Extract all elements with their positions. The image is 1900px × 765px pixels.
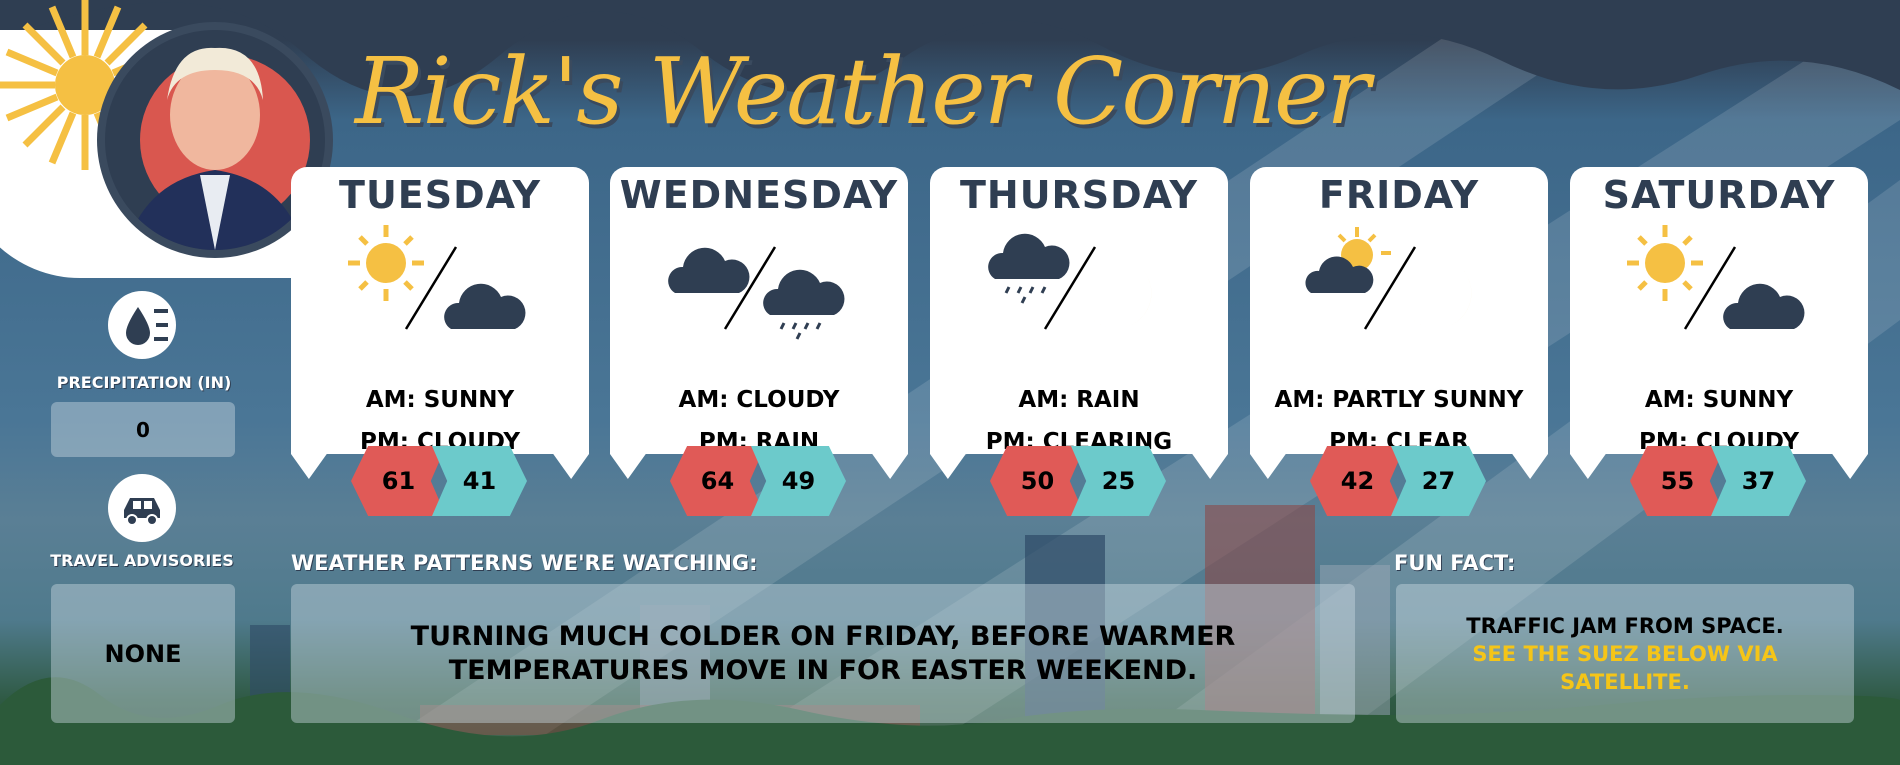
cloud-icon <box>668 247 750 293</box>
divider-slash <box>1043 246 1097 330</box>
forecast-card-saturday: SATURDAY AM: SUNNY PM: CLOUDY <box>1570 167 1868 479</box>
day-name: FRIDAY <box>1318 173 1480 217</box>
low-temp: 37 <box>1711 446 1806 516</box>
sun-icon <box>348 225 424 301</box>
fun-fact-box: TRAFFIC JAM FROM SPACE. SEE THE SUEZ BEL… <box>1396 584 1854 723</box>
precipitation-icon <box>108 291 176 359</box>
temperature-badge: 61 41 <box>351 446 527 516</box>
forecast-card-wednesday: WEDNESDAY AM: CLOUDY PM: RAIN <box>610 167 908 479</box>
city-skyline-background <box>0 505 1900 765</box>
avatar <box>97 22 333 258</box>
low-temp: 25 <box>1071 446 1166 516</box>
forecast-card-tuesday: TUESDAY AM: SUNNY PM: CLOUDY <box>291 167 589 479</box>
day-name: TUESDAY <box>339 173 541 217</box>
day-name: WEDNESDAY <box>619 173 899 217</box>
header-wave <box>0 0 1900 97</box>
rain-cloud-icon <box>763 269 845 340</box>
precipitation-label: PRECIPITATION (IN) <box>56 373 232 392</box>
divider-slash <box>1683 246 1737 330</box>
am-condition: AM: SUNNY <box>1644 387 1794 413</box>
moon-icon <box>1412 267 1472 329</box>
fun-fact-highlight[interactable]: SEE THE SUEZ BELOW VIA SATELLITE. <box>1472 641 1778 694</box>
precipitation-value: 0 <box>51 402 235 457</box>
day-name: THURSDAY <box>959 173 1199 217</box>
high-temp: 55 <box>1630 446 1725 516</box>
fun-fact-text: TRAFFIC JAM FROM SPACE. <box>1466 613 1784 638</box>
forecast-card-thursday: THURSDAY AM: RAIN PM: CLEARING <box>930 167 1228 479</box>
divider-slash <box>404 246 458 330</box>
partly-sunny-icon <box>1305 227 1391 293</box>
forecast-card-friday: FRIDAY AM: PARTLY SUNNY PM: CLEAR <box>1250 167 1548 479</box>
high-temp: 42 <box>1310 446 1405 516</box>
travel-advisories-label: TRAVEL ADVISORIES <box>50 551 234 570</box>
cloud-icon <box>444 283 526 329</box>
am-condition: AM: SUNNY <box>365 387 515 413</box>
fun-fact-label: FUN FACT: <box>1394 551 1516 575</box>
weather-patterns-label: WEATHER PATTERNS WE'RE WATCHING: <box>291 551 758 575</box>
am-condition: AM: CLOUDY <box>678 387 840 413</box>
travel-advisories-value: NONE <box>51 584 235 723</box>
presenter-photo <box>125 47 310 250</box>
high-temp: 61 <box>351 446 446 516</box>
day-name: SATURDAY <box>1602 173 1836 217</box>
am-condition: AM: PARTLY SUNNY <box>1274 387 1524 413</box>
car-icon <box>108 474 176 542</box>
temperature-badge: 64 49 <box>670 446 846 516</box>
low-temp: 41 <box>432 446 527 516</box>
low-temp: 27 <box>1391 446 1486 516</box>
temperature-badge: 55 37 <box>1630 446 1806 516</box>
high-temp: 50 <box>990 446 1085 516</box>
high-temp: 64 <box>670 446 765 516</box>
temperature-badge: 50 25 <box>990 446 1166 516</box>
rain-cloud-icon <box>988 233 1070 304</box>
weather-patterns-text: TURNING MUCH COLDER ON FRIDAY, BEFORE WA… <box>291 584 1355 723</box>
divider-slash <box>1363 246 1417 330</box>
divider-slash <box>723 246 777 330</box>
low-temp: 49 <box>751 446 846 516</box>
sun-icon <box>1627 225 1703 301</box>
am-condition: AM: RAIN <box>1018 387 1140 413</box>
page-title: Rick's Weather Corner <box>355 38 1370 145</box>
cloud-icon <box>1723 283 1805 329</box>
temperature-badge: 42 27 <box>1310 446 1486 516</box>
moon-icon <box>1092 267 1152 329</box>
